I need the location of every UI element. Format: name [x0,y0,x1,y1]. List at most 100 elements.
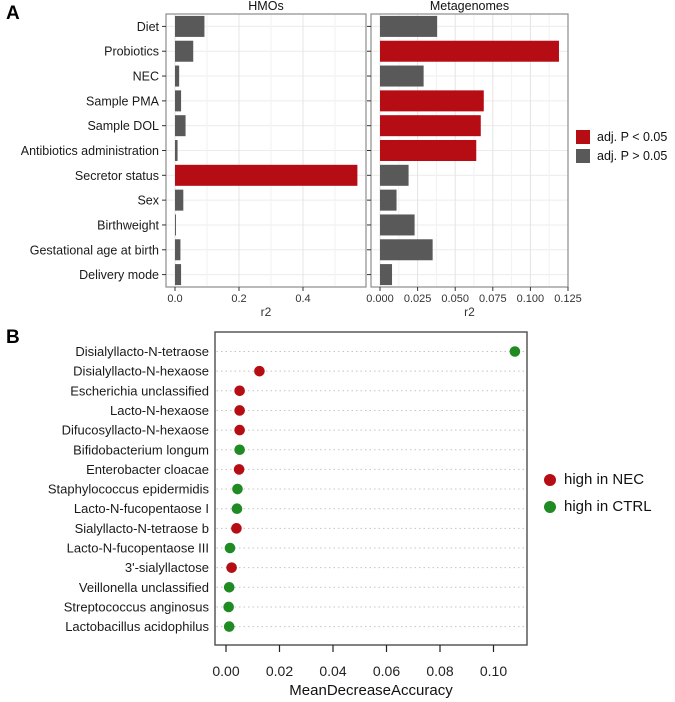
metagenomes-x-axis-title: r2 [464,305,475,319]
hmos-y-label: Secretor status [75,169,159,183]
hmos-x-tick-label: 0.4 [295,293,310,305]
dot-Enterobacter cloacae [233,464,245,475]
mean-decrease-accuracy-y-label: Bifidobacterium longum [73,442,209,457]
mean-decrease-accuracy-x-tick-label: 0.06 [373,663,400,679]
bar-NEC [380,65,424,87]
dot-Lacto-N-hexaose [234,405,245,416]
bar-Secretor status [380,164,409,186]
mean-decrease-accuracy-y-label: 3'-sialyllactose [125,560,209,575]
mean-decrease-accuracy-y-label: Lacto-N-fucopentaose III [67,541,209,556]
bar-Birthweight [380,214,415,236]
bar-Antibiotics administration [380,140,477,161]
hmos-y-label: Birthweight [97,218,159,232]
mean-decrease-accuracy-x-tick-label: 0.08 [426,663,453,679]
mean-decrease-accuracy-panel-border [214,331,528,646]
mean-decrease-accuracy-x-tick-label: 0.10 [480,663,507,679]
bar-Delivery mode [380,264,393,286]
bar-Sample DOL [175,115,186,137]
mean-decrease-accuracy-x-tick-label: 0.04 [319,663,346,679]
bar-Diet [175,15,205,37]
dot-Bifidobacterium longum [234,444,245,456]
metagenomes-x-tick-label: 0.075 [479,293,507,305]
hmos-y-label: Antibiotics administration [21,144,159,158]
legend-label-high-in-nec: high in NEC [564,471,645,488]
dot-Difucosyllacto-N-hexaose [234,424,245,436]
mean-decrease-accuracy-x-axis-title: MeanDecreaseAccuracy [289,682,453,699]
panel-a-legend: adj. P < 0.05 adj. P > 0.05 [576,130,667,163]
dot-Lactobacillus acidophilus [223,621,235,632]
mean-decrease-accuracy-gridlines [216,351,526,628]
nonsignificant-color-swatch [576,149,590,163]
legend-label-significant: adj. P < 0.05 [597,130,668,144]
mean-decrease-accuracy-y-label: Lacto-N-hexaose [110,403,209,418]
mean-decrease-accuracy-x-tick-label: 0.00 [212,663,239,679]
hmos-y-label: Diet [137,20,160,34]
dot-Disialyllacto-N-tetraose [509,346,521,357]
bar-Antibiotics administration [175,140,178,161]
panel-a-bar-charts: 0.0 0.2 0.4 Diet Probiotics NEC Sample PMA Samp… [21,0,582,319]
metagenomes-x-tick-label: 0.000 [366,293,394,305]
metagenomes-bars [380,15,559,286]
hmos-y-label: Sample PMA [86,94,160,108]
bar-Probiotics [175,40,194,62]
dot-Staphylococcus epidermidis [232,483,243,495]
hmos-x-tick-label: 0.0 [167,293,182,305]
dot-Lacto-N-fucopentaose I [231,503,243,514]
hmos-x-axis-title: r2 [261,305,272,319]
hmos-x-tick-label: 0.2 [231,293,246,305]
nec-color-swatch [544,473,556,486]
legend-item-high-in-nec: high in NEC [544,471,652,488]
dot-3'-sialyllactose [226,562,237,573]
dot-Streptococcus anginosus [223,601,234,613]
bar-Gestational age at birth [175,239,181,261]
dot-Disialyllacto-N-hexaose [254,365,265,377]
bar-Sample DOL [380,115,481,137]
bar-Sex [380,189,397,211]
bar-Gestational age at birth [380,239,433,261]
mean-decrease-accuracy-y-label: Sialyllacto-N-tetraose b [75,521,209,536]
mean-decrease-accuracy-y-label: Enterobacter cloacae [86,462,209,477]
dot-Escherichia unclassified [234,385,245,397]
metagenomes-title: Metagenomes [430,0,509,13]
mean-decrease-accuracy-x-tick-label: 0.02 [266,663,293,679]
legend-item-nonsignificant: adj. P > 0.05 [576,149,667,163]
bar-Sex [175,189,184,211]
legend-label-high-in-ctrl: high in CTRL [564,498,652,515]
bar-Sample PMA [175,90,182,112]
dot-Veillonella unclassified [223,582,235,593]
ctrl-color-swatch [544,500,556,513]
panel-b-label: B [6,327,20,348]
bar-Delivery mode [175,264,182,286]
mean-decrease-accuracy-y-label: Streptococcus anginosus [64,599,210,614]
mean-decrease-accuracy-y-label: Disialyllacto-N-tetraose [75,344,209,359]
hmos-y-label: Delivery mode [79,268,159,282]
bar-Diet [380,15,438,37]
significant-color-swatch [576,130,590,144]
hmos-bars [175,15,358,286]
mean-decrease-accuracy-y-label: Staphylococcus epidermidis [48,482,210,497]
metagenomes-x-tick-label: 0.025 [404,293,432,305]
panel-b-dot-chart: 0.00 0.02 0.04 0.06 0.08 0.10 Disialyllacto-N-… [48,331,528,699]
hmos-y-label: NEC [133,70,159,84]
bar-Birthweight [175,214,176,236]
mean-decrease-accuracy-y-label: Veillonella unclassified [79,580,209,595]
legend-item-high-in-ctrl: high in CTRL [544,498,652,515]
panel-a-label: A [6,3,20,24]
metagenomes-x-tick-label: 0.125 [554,293,582,305]
bar-Sample PMA [380,90,484,112]
dot-Sialyllacto-N-tetraose b [231,523,242,534]
hmos-y-label: Sex [137,194,159,208]
hmos-y-label: Gestational age at birth [30,243,159,257]
mean-decrease-accuracy-y-label: Lacto-N-fucopentaose I [74,501,209,516]
legend-label-nonsignificant: adj. P > 0.05 [597,149,668,163]
hmos-title: HMOs [248,0,283,13]
mean-decrease-accuracy-dots [223,346,521,632]
mean-decrease-accuracy-y-label: Lactobacillus acidophilus [65,619,209,634]
bar-Probiotics [380,40,559,62]
dot-Lacto-N-fucopentaose III [224,542,236,554]
hmos-gridlines [166,14,366,287]
metagenomes-x-tick-label: 0.100 [517,293,545,305]
hmos-y-label: Probiotics [104,45,159,59]
mean-decrease-accuracy-y-label: Difucosyllacto-N-hexaose [62,423,209,438]
